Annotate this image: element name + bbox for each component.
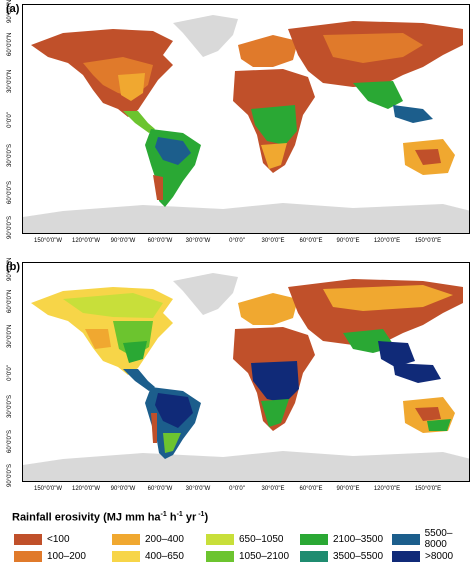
lon-label: 90°0'0"E bbox=[336, 238, 360, 244]
legend-item: 2100–3500 bbox=[300, 533, 383, 545]
legend-label: 100–200 bbox=[47, 550, 86, 562]
lon-label: 150°0'0"E bbox=[414, 238, 442, 244]
lon-label: 0°0'0" bbox=[229, 486, 245, 492]
world-map-a bbox=[23, 15, 469, 233]
legend-label: <100 bbox=[47, 533, 70, 545]
lon-label: 150°0'0"E bbox=[414, 486, 442, 492]
legend-swatch bbox=[300, 550, 328, 562]
legend-item: 3500–5500 bbox=[300, 550, 383, 562]
lat-label: 60°0'0"N bbox=[7, 289, 13, 313]
legend-swatch bbox=[206, 550, 234, 562]
lat-label: 90°0'0"S bbox=[7, 215, 13, 239]
lon-label: 60°0'0"E bbox=[299, 486, 323, 492]
lon-label: 30°0'0"E bbox=[261, 486, 285, 492]
lon-label: 120°0'0"W bbox=[71, 238, 101, 244]
legend-item: 650–1050 bbox=[206, 533, 284, 545]
lon-label: 60°0'0"W bbox=[147, 238, 173, 244]
lon-axis-b: 150°0'0"W 120°0'0"W 90°0'0"W 60°0'0"W 30… bbox=[0, 486, 474, 498]
legend-item: 100–200 bbox=[14, 550, 86, 562]
lon-label: 90°0'0"W bbox=[110, 486, 136, 492]
lon-label: 120°0'0"E bbox=[373, 238, 401, 244]
lat-label: 60°0'0"S bbox=[7, 180, 13, 204]
lat-label: 60°0'0"N bbox=[7, 32, 13, 56]
legend-label: 3500–5500 bbox=[333, 550, 384, 562]
lat-label: 30°0'0"S bbox=[7, 143, 13, 167]
antarctica-a bbox=[23, 203, 469, 233]
legend-label: 200–400 bbox=[145, 533, 184, 545]
legend-swatch bbox=[14, 533, 42, 545]
legend-label: 1050–2100 bbox=[239, 550, 290, 562]
legend-swatch bbox=[206, 533, 234, 545]
world-map-b bbox=[23, 273, 469, 481]
legend-swatch bbox=[392, 533, 420, 545]
panel-label-a: (a) bbox=[6, 3, 20, 15]
legend-swatch bbox=[14, 550, 42, 562]
lat-label: 30°0'0"N bbox=[7, 324, 13, 348]
legend-item: <100 bbox=[14, 533, 70, 545]
legend-item: 1050–2100 bbox=[206, 550, 289, 562]
legend-swatch bbox=[112, 533, 140, 545]
legend-label: >8000 bbox=[425, 550, 454, 562]
greenland-a bbox=[173, 15, 238, 57]
lon-label: 60°0'0"E bbox=[299, 238, 323, 244]
lat-label: 90°0'0"N bbox=[7, 0, 13, 23]
legend-item: 200–400 bbox=[112, 533, 184, 545]
legend-item: >8000 bbox=[392, 550, 453, 562]
greenland-b bbox=[173, 273, 238, 315]
lon-axis-a: 150°0'0"W 120°0'0"W 90°0'0"W 60°0'0"W 30… bbox=[0, 238, 474, 250]
europe-a bbox=[238, 35, 298, 67]
antarctica-b bbox=[23, 451, 469, 481]
legend-label: 400–650 bbox=[145, 550, 184, 562]
map-frame-a bbox=[22, 4, 470, 234]
europe-b bbox=[238, 293, 298, 325]
legend: Rainfall erosivity (MJ mm ha-1 h-1 yr -1… bbox=[0, 503, 474, 569]
lat-label: 90°0'0"S bbox=[7, 463, 13, 487]
legend-label: 650–1050 bbox=[239, 533, 284, 545]
legend-swatch bbox=[112, 550, 140, 562]
lat-label: 30°0'0"N bbox=[7, 69, 13, 93]
legend-label: 2100–3500 bbox=[333, 533, 384, 545]
lon-label: 150°0'0"W bbox=[33, 238, 63, 244]
lat-label: 60°0'0"S bbox=[7, 429, 13, 453]
lon-label: 150°0'0"W bbox=[33, 486, 63, 492]
map-panel-a: (a) bbox=[0, 0, 474, 258]
lat-label: 0°0'0" bbox=[7, 365, 13, 381]
lon-label: 60°0'0"W bbox=[147, 486, 173, 492]
legend-swatch bbox=[392, 550, 420, 562]
lon-label: 90°0'0"W bbox=[110, 238, 136, 244]
legend-title: Rainfall erosivity (MJ mm ha-1 h-1 yr -1… bbox=[12, 511, 209, 524]
lat-label: 90°0'0"N bbox=[7, 257, 13, 281]
lon-label: 30°0'0"W bbox=[185, 486, 211, 492]
lat-label: 0°0'0" bbox=[7, 112, 13, 128]
lon-label: 120°0'0"W bbox=[71, 486, 101, 492]
lon-label: 120°0'0"E bbox=[373, 486, 401, 492]
legend-item: 5500–8000 bbox=[392, 528, 474, 550]
lon-label: 30°0'0"E bbox=[261, 238, 285, 244]
legend-label: 5500–8000 bbox=[424, 528, 453, 550]
legend-swatch bbox=[300, 533, 328, 545]
lon-label: 0°0'0" bbox=[229, 238, 245, 244]
legend-item: 400–650 bbox=[112, 550, 184, 562]
lon-label: 90°0'0"E bbox=[336, 486, 360, 492]
lon-label: 30°0'0"W bbox=[185, 238, 211, 244]
map-panel-b: (b) bbox=[0, 258, 474, 503]
lat-label: 30°0'0"S bbox=[7, 394, 13, 418]
panel-label-b: (b) bbox=[6, 261, 21, 273]
map-frame-b bbox=[22, 262, 470, 482]
